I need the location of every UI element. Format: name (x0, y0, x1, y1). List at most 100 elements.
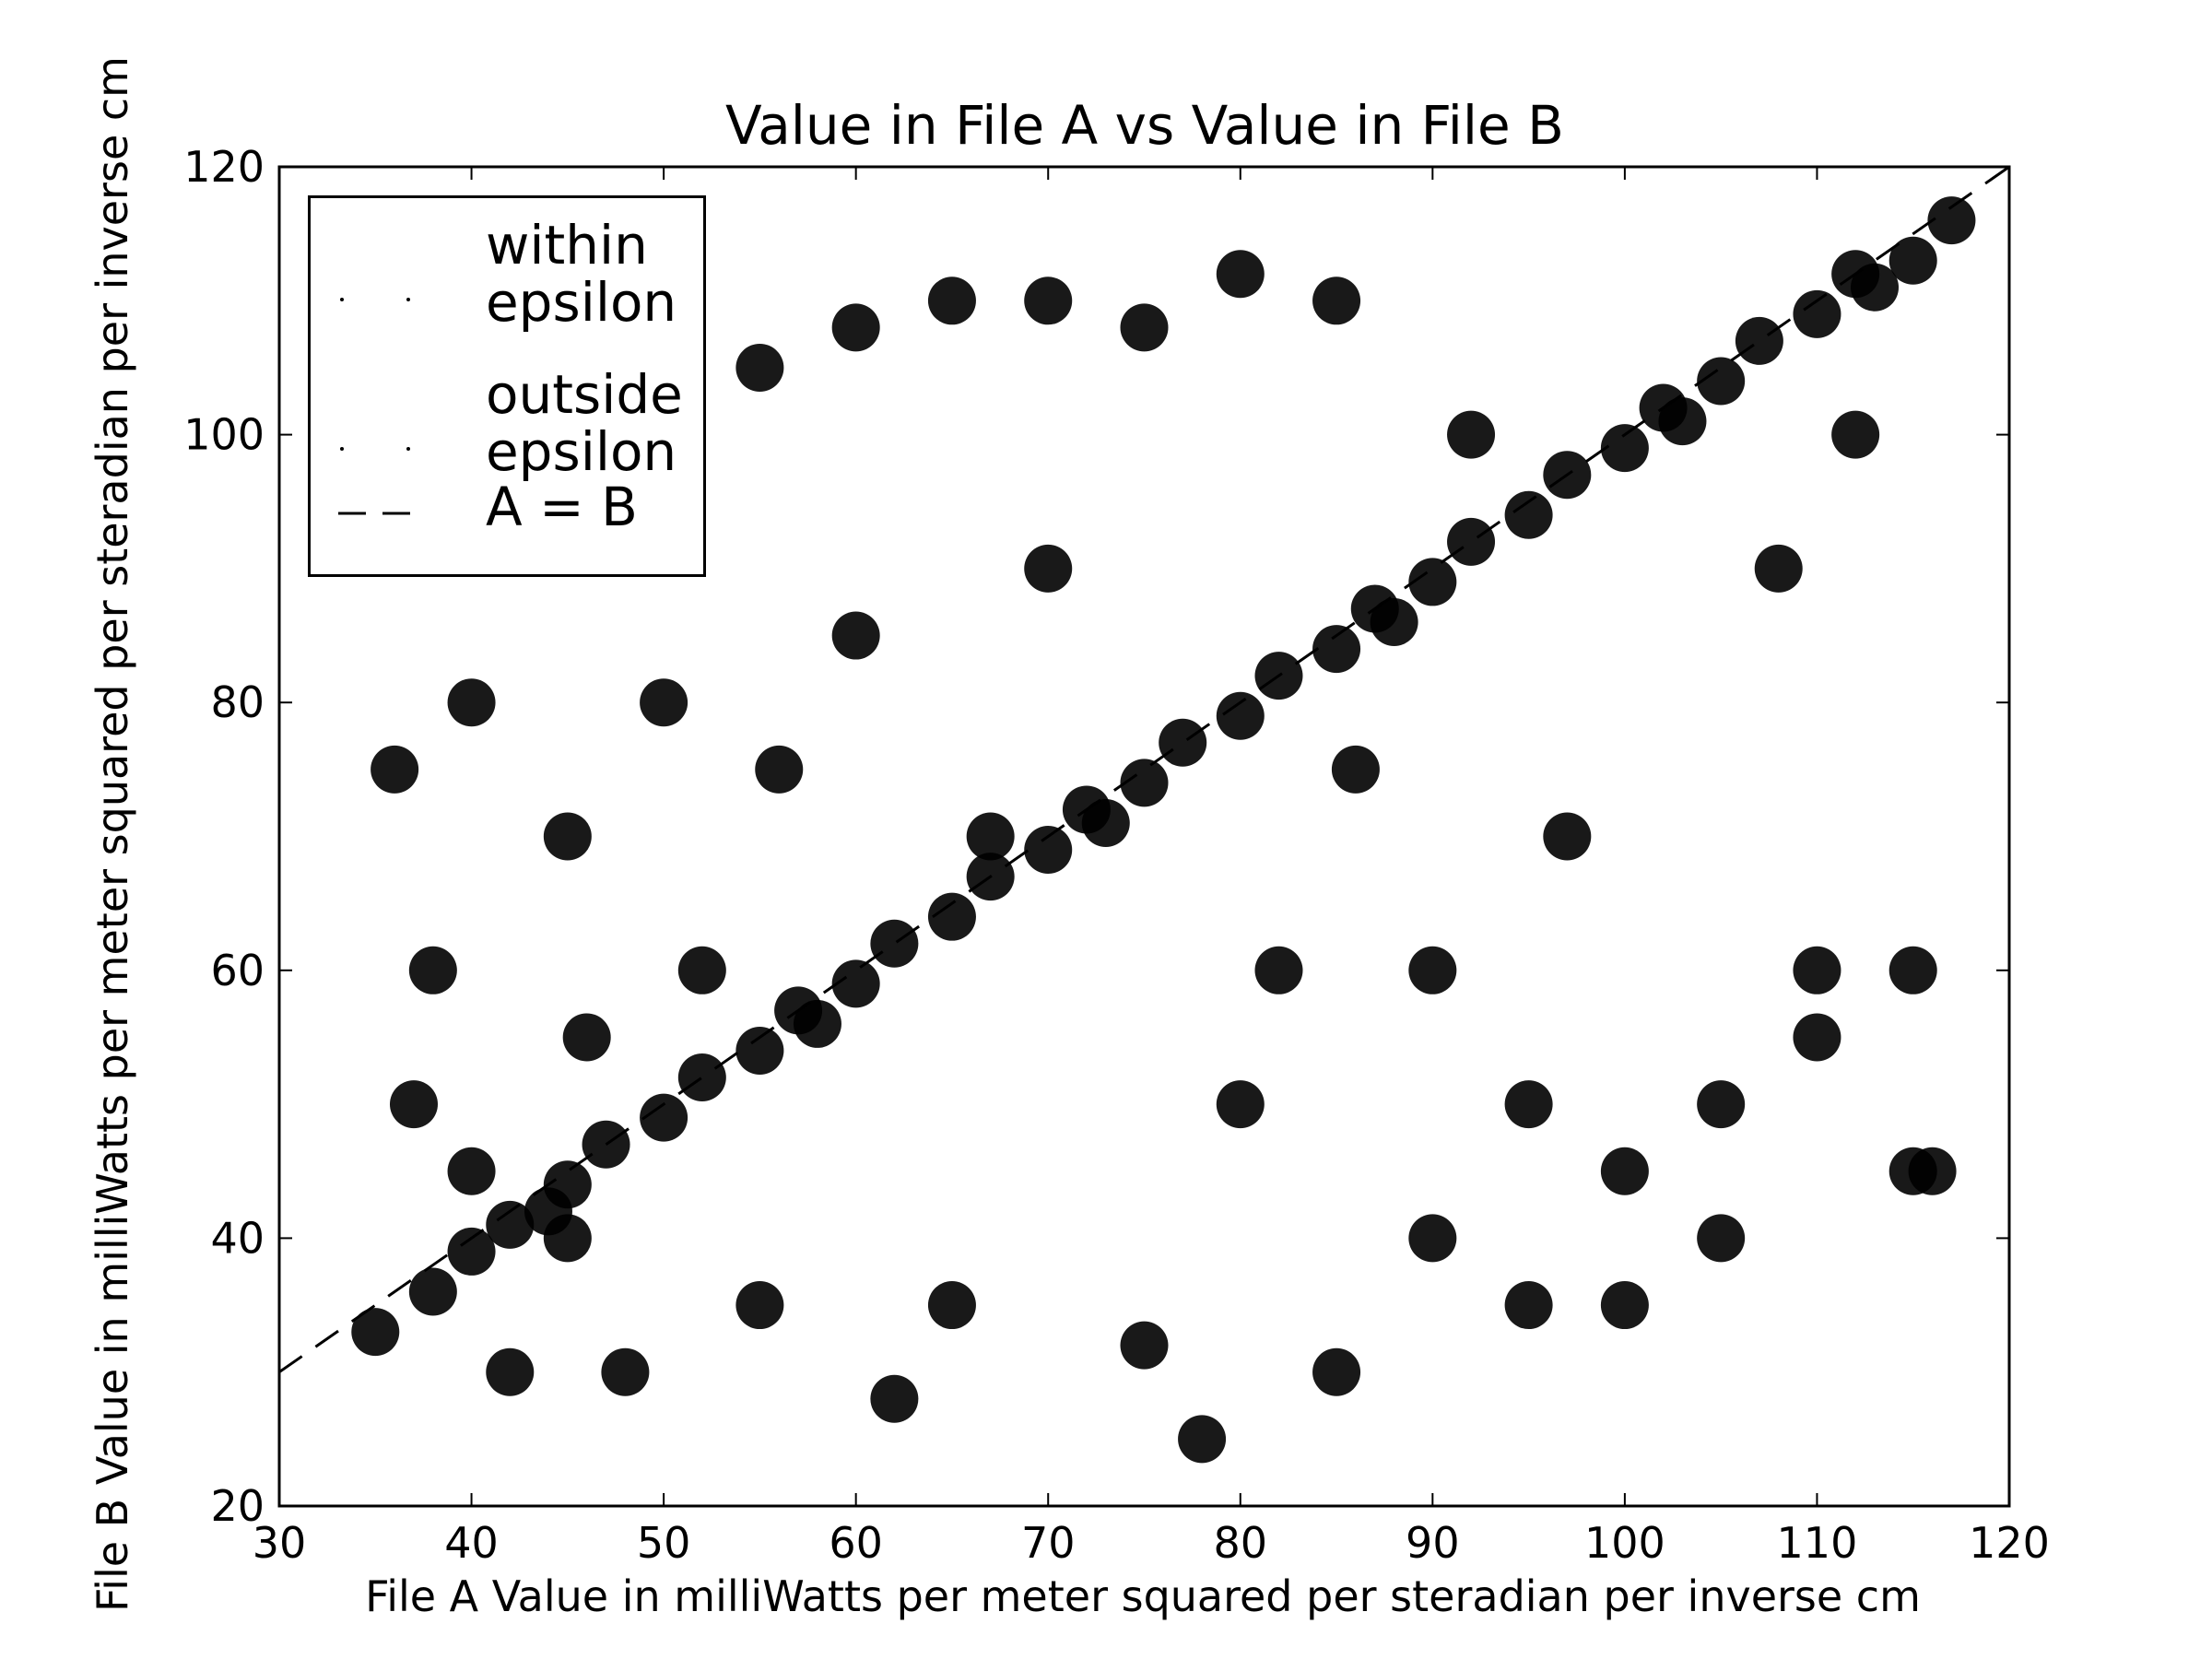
point (447, 1227, 496, 1276)
point (1793, 289, 1841, 338)
axes-frame (277, 165, 2011, 1508)
point (1888, 236, 1937, 285)
point (1600, 1281, 1649, 1330)
y-tick-label: 100 (183, 410, 265, 460)
point (1600, 1147, 1649, 1195)
x-tick-label: 60 (829, 1518, 883, 1568)
point (1254, 946, 1303, 994)
legend-symbol (338, 512, 412, 515)
point (927, 892, 976, 941)
point (1888, 946, 1937, 994)
x-tick-label: 80 (1214, 1518, 1268, 1568)
point (1504, 490, 1553, 539)
point (1178, 1415, 1227, 1464)
point (1408, 558, 1457, 606)
point (870, 919, 919, 968)
point (870, 1374, 919, 1423)
point (389, 1080, 438, 1129)
point (640, 1093, 688, 1142)
point (1159, 718, 1207, 767)
legend-symbol (340, 298, 410, 301)
point (1120, 1321, 1169, 1370)
point (735, 1281, 784, 1330)
y-tick-label: 80 (210, 677, 265, 727)
legend-label: within epsilon (486, 214, 677, 334)
point (755, 745, 804, 794)
legend-dot (340, 447, 344, 451)
legend-dot (406, 447, 410, 451)
point (1447, 517, 1496, 566)
point (1504, 1281, 1553, 1330)
point (1408, 1214, 1457, 1263)
y-tick-label: 60 (210, 946, 265, 995)
point (1312, 625, 1361, 674)
y-axis-label: File B Value in milliWatts per meter squ… (88, 56, 137, 1612)
chart-title: Value in File A vs Value in File B (725, 94, 1564, 157)
point (1504, 1080, 1553, 1129)
point (1024, 826, 1073, 875)
point (966, 812, 1015, 861)
point (408, 946, 457, 994)
point (1312, 276, 1361, 325)
point (486, 1347, 535, 1396)
y-tick-label: 20 (210, 1481, 265, 1531)
point (1024, 276, 1073, 325)
point (1927, 196, 1976, 245)
point (1408, 946, 1457, 994)
x-tick-label: 100 (1584, 1518, 1665, 1568)
point (447, 1147, 496, 1195)
legend: within epsilon outside epsilon A = B (308, 195, 706, 577)
point (371, 745, 419, 794)
legend-symbol (340, 447, 410, 451)
point (1735, 316, 1783, 365)
point (1793, 946, 1841, 994)
y-tick-label: 120 (183, 142, 265, 192)
point (677, 1053, 726, 1102)
point (1370, 598, 1418, 647)
point (735, 343, 784, 392)
y-tick-label: 40 (210, 1213, 265, 1263)
point (1697, 357, 1746, 406)
point (1908, 1147, 1957, 1195)
x-tick-label: 30 (253, 1518, 307, 1568)
point (1120, 303, 1169, 352)
point (831, 303, 880, 352)
point (1697, 1080, 1746, 1129)
x-tick-label: 120 (1969, 1518, 2050, 1568)
point (793, 999, 841, 1048)
point (1331, 745, 1380, 794)
point (543, 1214, 592, 1263)
point (1216, 691, 1265, 740)
point (1851, 263, 1900, 312)
legend-dot (406, 298, 410, 301)
x-tick-label: 90 (1406, 1518, 1460, 1568)
x-tick-label: 110 (1777, 1518, 1858, 1568)
point (735, 1026, 784, 1075)
point (408, 1267, 457, 1316)
legend-dot (340, 298, 344, 301)
point (601, 1347, 650, 1396)
point (677, 946, 726, 994)
legend-label: outside epsilon (486, 363, 683, 483)
point (1543, 812, 1592, 861)
point (1081, 798, 1130, 847)
point (1216, 1080, 1265, 1129)
point (1793, 1013, 1841, 1062)
point (1024, 544, 1073, 593)
legend-label: A = B (486, 476, 638, 538)
point (831, 611, 880, 660)
x-tick-label: 40 (444, 1518, 499, 1568)
point (1216, 250, 1265, 299)
point (486, 1200, 535, 1249)
point (1831, 410, 1880, 459)
point (447, 678, 496, 727)
x-axis-label: File A Value in milliWatts per meter squ… (365, 1571, 1921, 1621)
point (1120, 759, 1169, 807)
point (351, 1308, 400, 1357)
point (543, 812, 592, 861)
x-tick-label: 50 (637, 1518, 691, 1568)
point (1312, 1347, 1361, 1396)
point (1447, 410, 1496, 459)
